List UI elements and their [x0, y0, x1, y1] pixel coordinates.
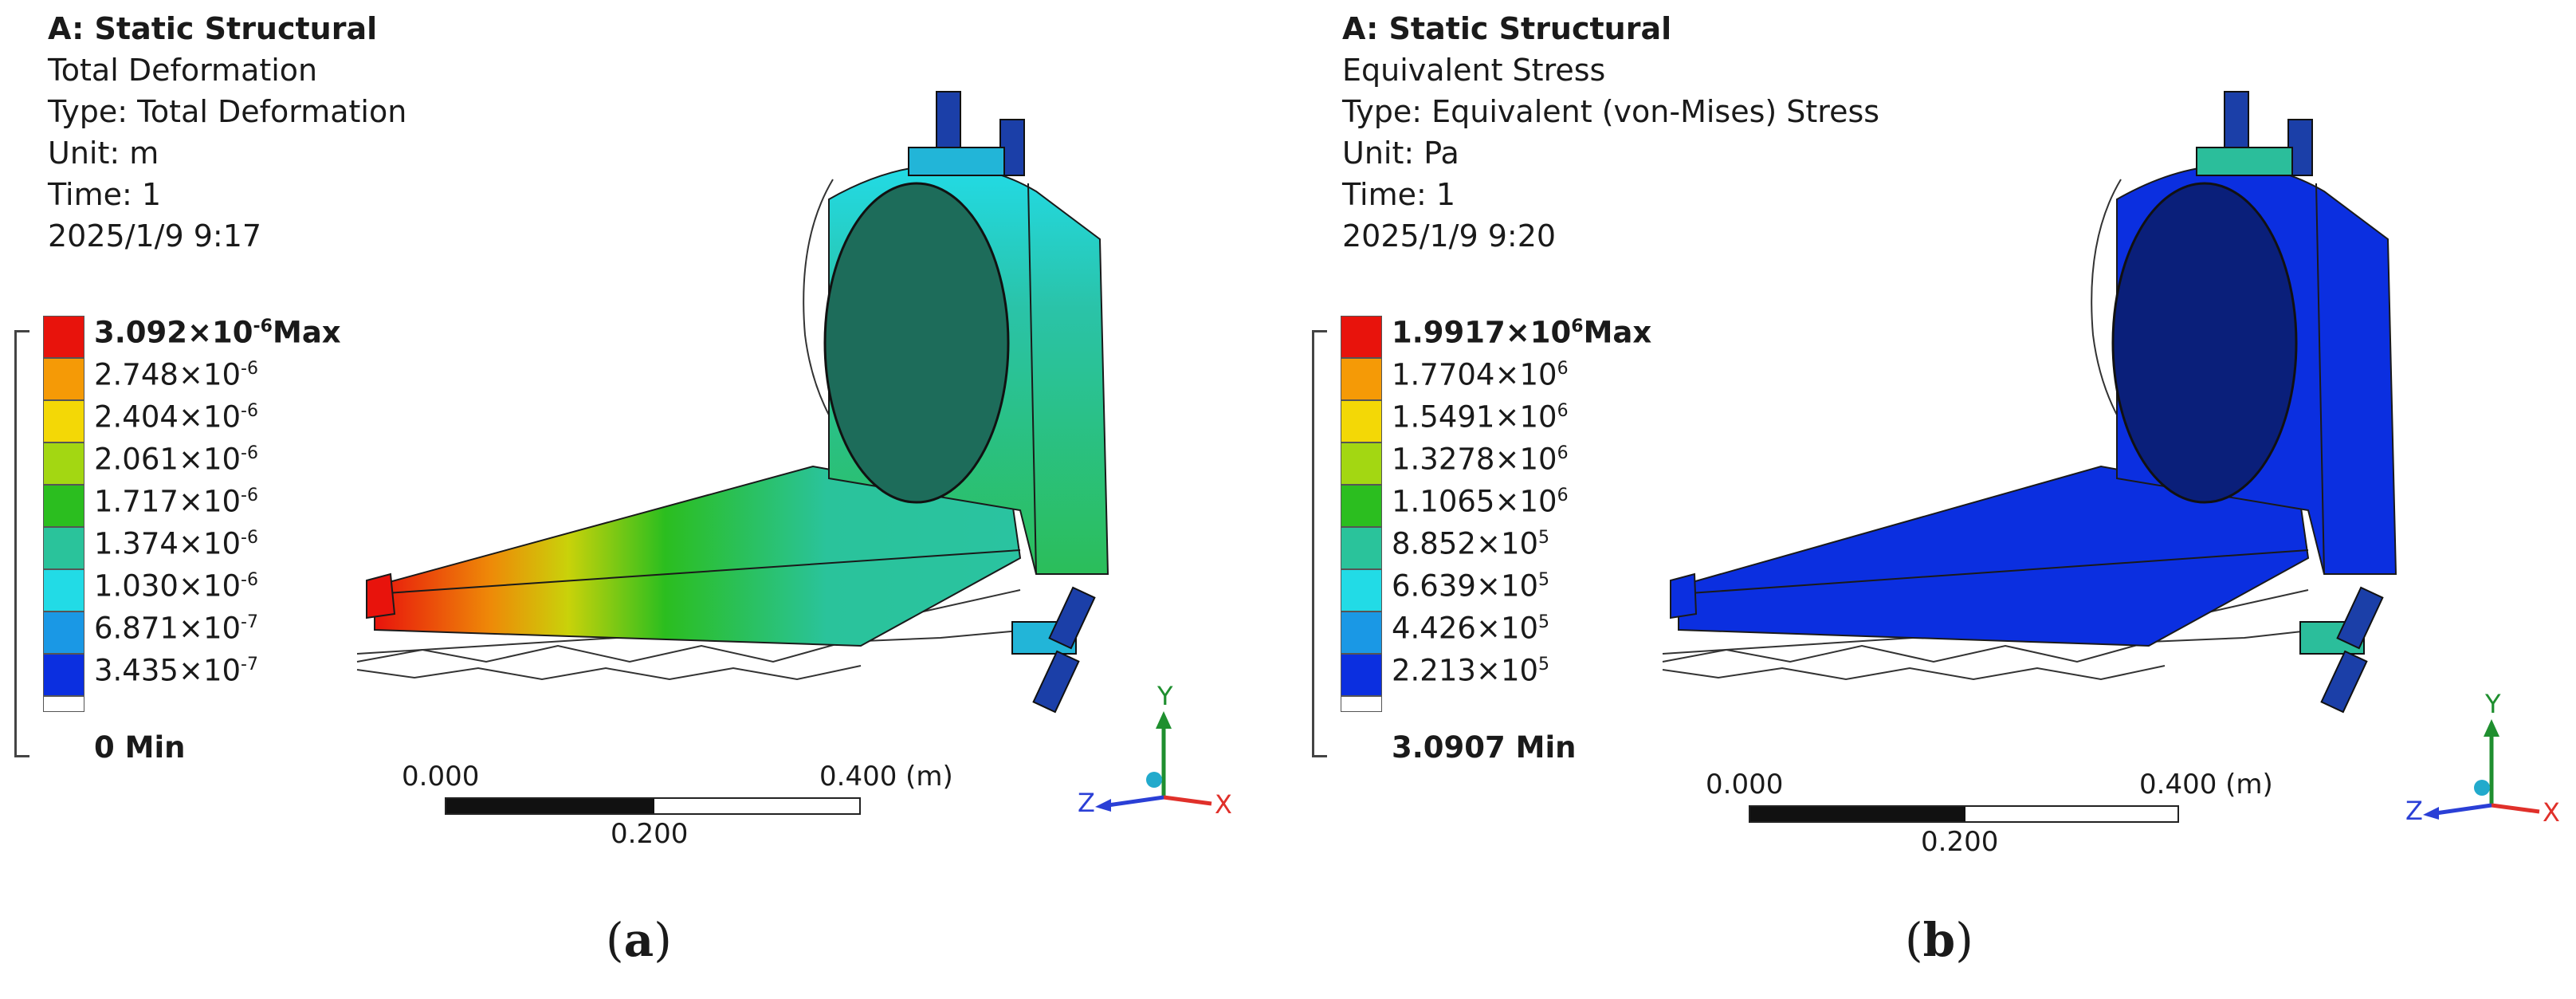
legend-swatch [1341, 316, 1382, 358]
scale-label-mid: 0.200 [1921, 826, 1999, 858]
result-header: A: Static Structural Total Deformation T… [48, 8, 406, 257]
legend-level-label: 1.7704×106 [1392, 357, 1569, 392]
legend-swatch [1341, 612, 1382, 654]
legend-swatch [1341, 569, 1382, 612]
scale-label-mid: 0.200 [611, 818, 689, 850]
legend-swatch [43, 696, 84, 712]
legend-swatch [43, 358, 84, 400]
legend-bracket [1312, 330, 1327, 757]
result-time: Time: 1 [48, 177, 162, 212]
legend-swatch [43, 442, 84, 485]
mount-bottom [2299, 586, 2384, 714]
support-arm [1678, 465, 2310, 647]
legend-level-label: 2.061×10-6 [94, 442, 258, 477]
legend-level-label: 2.404×10-6 [94, 399, 258, 435]
legend-swatch [43, 569, 84, 612]
mount-bottom [1011, 586, 1096, 714]
support-arm [374, 465, 1022, 647]
scale-bar: 0.000 0.400 (m) 0.200 [402, 761, 953, 861]
scale-label-right: 0.400 (m) [819, 761, 953, 793]
legend-swatch [1341, 485, 1382, 527]
mirror-disc [2111, 182, 2298, 504]
legend-max-label: 1.9917×106Max [1392, 315, 1652, 350]
figure-caption-a: (a) [606, 913, 672, 967]
mirror-disc [823, 182, 1010, 504]
legend-swatch [1341, 654, 1382, 696]
legend-swatch [1341, 442, 1382, 485]
legend-level-label: 4.426×105 [1392, 611, 1550, 646]
legend-swatch [43, 654, 84, 696]
legend-level-label: 6.639×105 [1392, 568, 1550, 604]
model-view-stress[interactable] [1288, 0, 2576, 909]
axis-y-label: Y [1156, 681, 1173, 711]
triad-axis-icon[interactable]: Y X Z [1076, 678, 1243, 829]
legend-level-label: 1.030×10-6 [94, 568, 258, 604]
scale-label-left: 0.000 [1706, 769, 1784, 800]
result-unit: Unit: m [48, 136, 159, 171]
legend-swatch [1341, 527, 1382, 569]
axis-x-label: X [1215, 789, 1232, 820]
result-name: Equivalent Stress [1342, 53, 1606, 88]
legend-level-label: 1.1065×106 [1392, 484, 1569, 519]
triad-axis-icon[interactable]: Y X Z [2404, 686, 2571, 837]
legend-level-label: 8.852×105 [1392, 526, 1550, 561]
result-name: Total Deformation [48, 53, 318, 88]
result-unit: Unit: Pa [1342, 136, 1459, 171]
result-header: A: Static Structural Equivalent Stress T… [1342, 8, 1879, 257]
legend-swatch [1341, 358, 1382, 400]
legend-min-label: 3.0907 Min [1392, 730, 1577, 765]
result-type: Type: Equivalent (von-Mises) Stress [1342, 94, 1880, 129]
legend-bracket [14, 330, 29, 757]
scale-label-right: 0.400 (m) [2139, 769, 2273, 800]
scale-bar: 0.000 0.400 (m) 0.200 [1706, 769, 2273, 869]
legend-swatch [43, 400, 84, 442]
panel-total-deformation: A: Static Structural Total Deformation T… [0, 0, 1288, 967]
legend-level-label: 1.5491×106 [1392, 399, 1569, 435]
legend-level-label: 2.748×10-6 [94, 357, 258, 392]
legend-swatch [43, 485, 84, 527]
mount-top [908, 91, 1025, 176]
legend-swatch [1341, 696, 1382, 712]
result-datetime: 2025/1/9 9:17 [48, 218, 262, 254]
legend-level-label: 1.717×10-6 [94, 484, 258, 519]
analysis-title: A: Static Structural [48, 11, 378, 46]
axis-z-label: Z [2405, 796, 2423, 826]
panel-equivalent-stress: A: Static Structural Equivalent Stress T… [1288, 0, 2576, 999]
axis-y-label: Y [2484, 689, 2501, 719]
axis-z-label: Z [1078, 788, 1095, 818]
scale-label-left: 0.000 [402, 761, 480, 793]
analysis-title: A: Static Structural [1342, 11, 1672, 46]
legend-min-label: 0 Min [94, 730, 186, 765]
axis-x-label: X [2543, 797, 2560, 828]
legend-level-label: 1.3278×106 [1392, 442, 1569, 477]
legend-level-label: 2.213×105 [1392, 653, 1550, 688]
legend-level-label: 1.374×10-6 [94, 526, 258, 561]
legend-level-label: 3.435×10-7 [94, 653, 258, 688]
figure-caption-b: (b) [1905, 913, 1973, 967]
legend-swatch [1341, 400, 1382, 442]
mount-top [2196, 91, 2313, 176]
legend-swatch [43, 527, 84, 569]
legend-max-label: 3.092×10-6Max [94, 315, 341, 350]
result-datetime: 2025/1/9 9:20 [1342, 218, 1557, 254]
result-time: Time: 1 [1342, 177, 1456, 212]
result-type: Type: Total Deformation [48, 94, 407, 129]
model-view-deformation[interactable] [0, 0, 1288, 909]
legend-swatch [43, 612, 84, 654]
legend-level-label: 6.871×10-7 [94, 611, 258, 646]
legend-swatch [43, 316, 84, 358]
